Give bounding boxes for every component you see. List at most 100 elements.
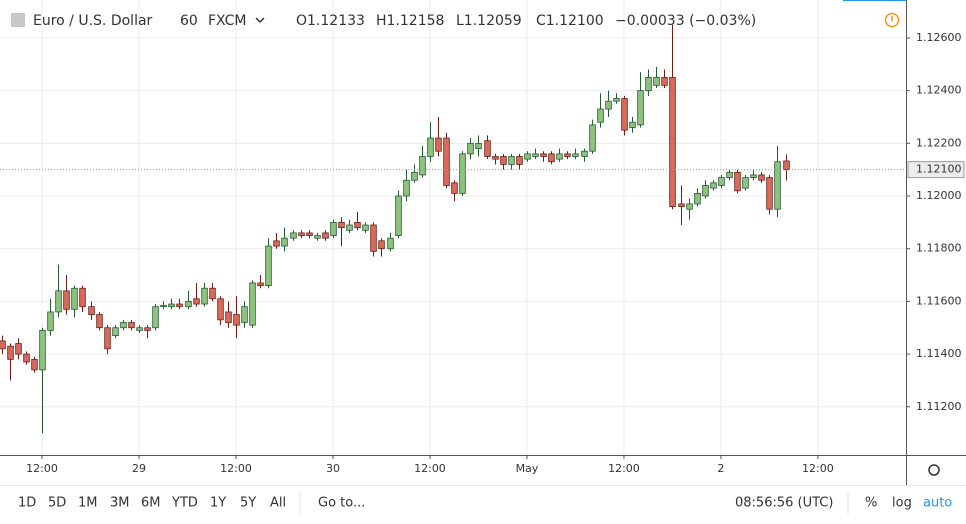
candle-body — [39, 329, 46, 371]
candle-body — [322, 232, 329, 239]
candle-body — [508, 156, 515, 165]
candle-body — [419, 156, 426, 176]
candle-body — [500, 156, 507, 165]
legend-close: C1.12100 — [536, 13, 604, 29]
candle-body — [201, 287, 208, 305]
candle-body — [387, 237, 394, 250]
alert-icon[interactable] — [884, 12, 900, 28]
range-button[interactable]: All — [270, 496, 286, 511]
candle-body — [362, 224, 369, 231]
candle-body — [467, 142, 474, 155]
candle-body — [621, 98, 628, 131]
x-tick-label: 12:00 — [26, 462, 58, 475]
candle-body — [581, 150, 588, 157]
candle-body — [104, 327, 111, 350]
candle-body — [669, 77, 676, 207]
grid — [0, 0, 906, 455]
x-tick-label: 12:00 — [414, 462, 446, 475]
candle-body — [378, 240, 385, 250]
candle-body — [403, 179, 410, 197]
y-tick-label: 1.11600 — [916, 294, 962, 307]
x-tick-label: 2 — [717, 462, 724, 475]
candle-body — [556, 153, 563, 160]
candle-body — [249, 282, 256, 326]
range-button[interactable]: 1D — [18, 496, 36, 511]
range-button[interactable]: 5D — [48, 496, 66, 511]
range-button[interactable]: 1M — [78, 496, 98, 511]
candle-body — [637, 90, 644, 126]
candle-body — [225, 311, 232, 323]
source[interactable]: FXCM — [208, 13, 246, 29]
candle-body — [128, 322, 135, 329]
candle-body — [605, 100, 612, 110]
candle-body — [0, 340, 6, 350]
symbol-icon[interactable] — [11, 13, 25, 27]
settings-icon[interactable] — [928, 464, 940, 476]
candle-body — [15, 343, 22, 355]
candle-body — [79, 287, 86, 308]
candle-body — [96, 314, 103, 329]
last-price-label: 1.12100 — [916, 163, 962, 176]
candle-body — [613, 98, 620, 102]
y-tick-label: 1.12600 — [916, 31, 962, 44]
candle-body — [346, 224, 353, 231]
candle-body — [702, 185, 709, 197]
y-tick-label: 1.12400 — [916, 84, 962, 97]
y-tick-label: 1.12000 — [916, 189, 962, 202]
toolbar: 1D 5D 1M 3M 6M YTD 1Y 5Y All Go to... 08:56:56 (UT… — [18, 492, 952, 514]
candle-body — [47, 311, 54, 331]
candle-body — [209, 287, 216, 300]
candle-body — [314, 235, 321, 239]
candle-body — [686, 203, 693, 210]
goto-button[interactable]: Go to... — [318, 496, 365, 511]
candle-body — [459, 153, 466, 194]
candle-body — [435, 137, 442, 152]
candle-body — [678, 203, 685, 207]
symbol-title[interactable]: Euro / U.S. Dollar — [33, 13, 153, 29]
x-tick-label: 12:00 — [220, 462, 252, 475]
scale-button[interactable]: log — [892, 496, 912, 511]
candle-body — [306, 232, 313, 236]
chevron[interactable] — [255, 17, 265, 24]
x-tick-label: May — [516, 462, 539, 475]
candle-body — [265, 245, 272, 286]
candle-body — [443, 137, 450, 186]
range-button[interactable]: 6M — [141, 496, 161, 511]
range-button[interactable]: 1Y — [210, 496, 226, 511]
candle-body — [540, 153, 547, 157]
interval[interactable]: 60 — [180, 13, 198, 29]
range-button[interactable]: 3M — [110, 496, 130, 511]
candle-body — [257, 282, 264, 286]
candle-body — [298, 232, 305, 236]
candle-body — [290, 232, 297, 239]
y-tick-label: 1.11400 — [916, 347, 962, 360]
candle-body — [758, 174, 765, 181]
candle-body — [597, 108, 604, 123]
y-tick-label: 1.11200 — [916, 400, 962, 413]
candle-body — [63, 290, 70, 310]
candle-body — [564, 153, 571, 157]
candle-body — [354, 221, 361, 229]
scale-button[interactable]: auto — [923, 496, 952, 511]
candle-body — [492, 156, 499, 160]
candle-body — [370, 224, 377, 252]
x-tick-label: 12:00 — [608, 462, 640, 475]
candle-body — [451, 182, 458, 194]
candle-body — [241, 306, 248, 323]
candle-body — [193, 298, 200, 305]
candle-body — [532, 153, 539, 157]
scale-button[interactable]: % — [865, 496, 877, 511]
range-button[interactable]: 5Y — [240, 496, 256, 511]
candle-body — [112, 327, 119, 337]
candle-body — [572, 153, 579, 157]
candle-body — [144, 327, 151, 331]
candle-body — [726, 171, 733, 178]
candle-body — [548, 153, 555, 163]
range-button[interactable]: YTD — [171, 496, 198, 511]
candle-body — [160, 304, 167, 308]
candle-body — [136, 327, 143, 331]
candle-body — [411, 171, 418, 181]
candle-body — [31, 358, 38, 371]
